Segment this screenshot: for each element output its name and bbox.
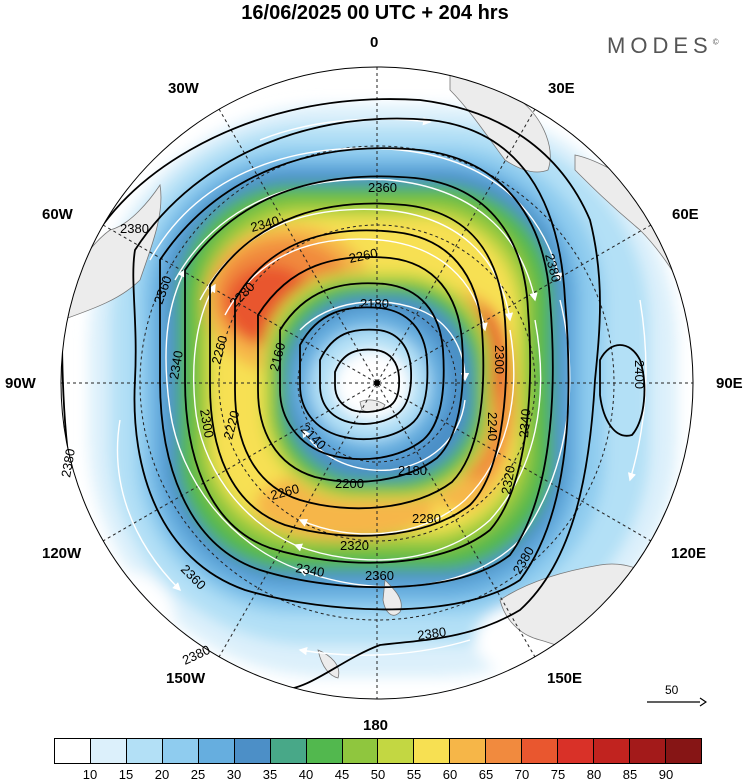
color-scale-cell [55,739,91,763]
lon-label-0: 0 [370,34,379,51]
color-scale-cell [234,739,271,763]
brand-logo: MODES© [607,33,719,59]
contour-label: 2260 [208,334,230,366]
brand-name: MODES [607,33,713,58]
color-scale-tick-label: 45 [334,767,350,782]
reference-vector-label: 50 [665,683,679,697]
contour-label: 2260 [348,245,379,266]
copyright-mark: © [712,37,719,47]
contour-label: 2300 [197,408,217,439]
color-scale-tick-label: 30 [226,767,242,782]
graticule [61,67,693,699]
color-scale-tick-label: 25 [190,767,206,782]
color-scale-tick-label: 20 [154,767,170,782]
color-scale-tick-label: 65 [478,767,494,782]
lon-label-120e: 120E [671,545,707,562]
lon-label-90e: 90E [716,375,743,392]
color-scale-cell [342,739,379,763]
color-scale-cell [90,739,127,763]
color-scale-tick-label: 60 [442,767,458,782]
contour-label: 2360 [368,180,397,195]
polar-map: 2380 2380 2380 2380 2380 2380 2360 2360 … [58,66,694,700]
lon-label-120w: 120W [42,545,82,562]
map-boundary [60,66,694,700]
color-scale-tick-label: 10 [82,767,98,782]
lon-label-60e: 60E [672,206,699,223]
color-scale-cell [414,739,451,763]
contour-label: 2320 [498,464,518,495]
color-scale-tick-label: 40 [298,767,314,782]
color-scale-tick-label: 50 [370,767,386,782]
contour-label: 2360 [365,568,394,583]
contour-label: 2380 [180,642,213,668]
contour-label: 2340 [294,560,325,580]
contour-label: 2400 [632,360,647,389]
color-scale-cell [630,739,666,763]
lon-label-30e: 30E [548,80,575,97]
color-scale-cell [270,739,307,763]
contour-label: 2260 [269,481,301,503]
color-scale-tick-label: 70 [514,767,530,782]
lon-label-30w: 30W [168,80,199,97]
contour-label: 2160 [266,341,288,373]
contour-label: 2240 [485,412,500,441]
contour-label: 2340 [249,213,281,235]
contour-label: 2380 [542,252,564,284]
color-scale-tick-label: 80 [586,767,602,782]
color-scale-cell [198,739,235,763]
lon-label-90w: 90W [5,375,36,392]
color-scale-tick-label: 15 [118,767,134,782]
contour-label: 2180 [398,463,427,478]
lon-label-150w: 150W [166,670,206,687]
color-scale-cell [665,739,701,763]
color-scale-cell [450,739,487,763]
color-scale-tick-label: 85 [622,767,638,782]
wind-arrows [116,117,647,656]
contour-label: 2200 [335,476,364,491]
lon-label-60w: 60W [42,206,73,223]
contour-label: 2340 [516,408,533,438]
contour-label: 2320 [340,538,369,553]
color-scale-tick-label: 35 [262,767,278,782]
lon-label-180: 180 [363,717,389,734]
color-scale-tick-label: 75 [550,767,566,782]
contour-label: 2180 [360,296,389,311]
contour-label: 2280 [412,511,441,526]
pole-marker [374,380,380,386]
contour-label: 2380 [416,624,447,643]
color-scale-cell [162,739,199,763]
color-scale-tick-label: 55 [406,767,422,782]
color-scale-tick-label: 90 [658,767,674,782]
contour-label: 2300 [492,345,507,374]
color-scale-cell [558,739,595,763]
color-scale-bar [54,738,702,764]
color-scale-cell [486,739,523,763]
color-scale-cell [306,739,343,763]
lon-label-150e: 150E [547,670,583,687]
contour-label: 2340 [166,349,186,380]
color-scale-cell [522,739,559,763]
color-scale-cell [378,739,415,763]
contour-label: 2380 [120,221,149,236]
map-title: 16/06/2025 00 UTC + 204 hrs [241,2,509,24]
reference-vector-arrow [647,697,707,707]
color-scale-cell [594,739,630,763]
color-scale-cell [126,739,163,763]
contour-label: 2220 [220,409,242,441]
